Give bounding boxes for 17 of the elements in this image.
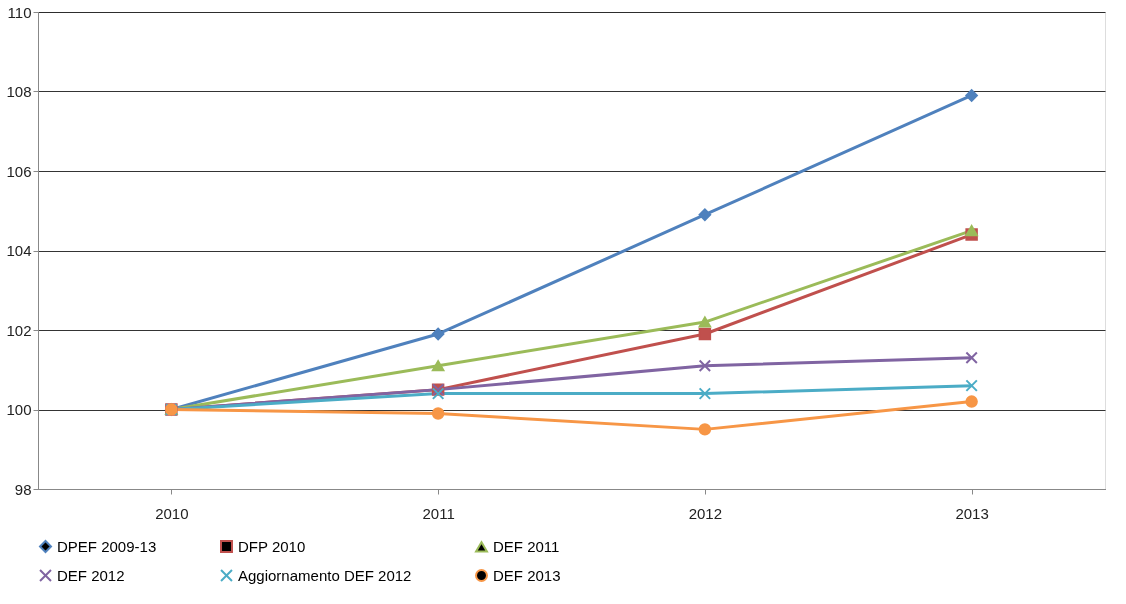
legend-label: DFP 2010	[238, 537, 306, 555]
legend-label: DEF 2011	[493, 537, 560, 555]
x-tick-label: 2010	[155, 504, 189, 522]
y-tick-label: 110	[7, 3, 32, 21]
y-tick-label: 104	[6, 242, 32, 259]
y-tick-label: 106	[6, 162, 32, 180]
legend-label: Aggiornamento DEF 2012	[238, 566, 412, 584]
x-tick-label: 2011	[422, 504, 455, 522]
y-tick-label: 100	[6, 401, 32, 418]
y-tick-label: 108	[6, 83, 32, 100]
legend-label: DEF 2013	[493, 566, 561, 584]
y-tick-label: 98	[14, 480, 32, 498]
legend-label: DEF 2012	[57, 566, 125, 584]
x-tick-label: 2013	[955, 504, 989, 522]
legend-label: DPEF 2009-13	[57, 537, 157, 555]
x-tick-label: 2012	[688, 504, 723, 522]
y-tick-label: 102	[6, 321, 32, 339]
